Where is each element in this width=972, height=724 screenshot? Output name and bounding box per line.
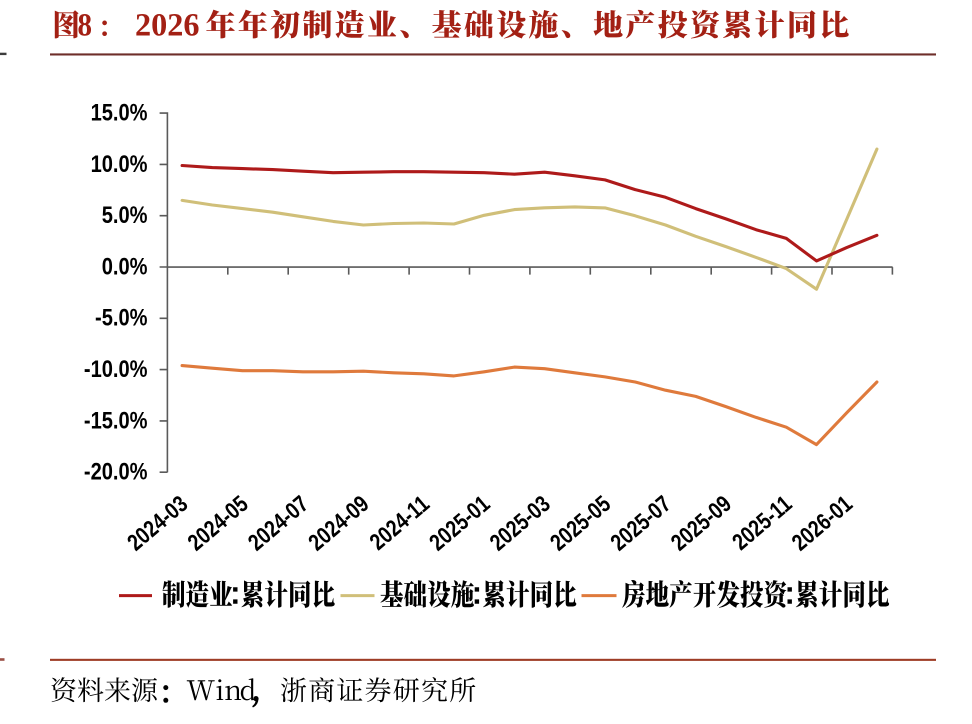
svg-text:0.0%: 0.0% [102,253,148,280]
svg-text:10.0%: 10.0% [91,150,148,177]
svg-text:-5.0%: -5.0% [95,304,148,331]
svg-text:15.0%: 15.0% [91,99,148,126]
svg-text:-10.0%: -10.0% [84,355,148,382]
svg-text:8: 8 [78,8,93,44]
svg-text:5.0%: 5.0% [102,201,148,228]
svg-text:2026: 2026 [135,8,200,44]
svg-text:-20.0%: -20.0% [84,458,148,485]
svg-text:-15.0%: -15.0% [84,406,148,433]
